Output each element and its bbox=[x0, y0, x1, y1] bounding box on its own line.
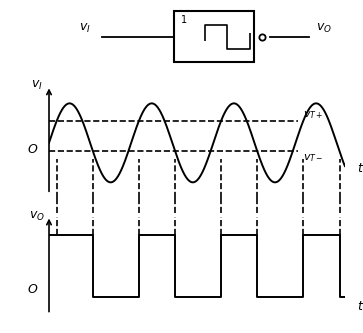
Text: $O$: $O$ bbox=[27, 144, 38, 157]
Text: $v_{T-}$: $v_{T-}$ bbox=[303, 152, 324, 164]
Text: $v_I$: $v_I$ bbox=[31, 79, 43, 92]
Text: $t$: $t$ bbox=[357, 162, 363, 175]
Text: $v_I$: $v_I$ bbox=[79, 22, 91, 35]
Text: $v_O$: $v_O$ bbox=[29, 210, 45, 223]
Text: $v_O$: $v_O$ bbox=[316, 22, 332, 35]
Bar bbox=[174, 11, 254, 62]
Text: 1: 1 bbox=[181, 15, 187, 25]
Text: $v_{T+}$: $v_{T+}$ bbox=[303, 109, 324, 121]
Text: $t$: $t$ bbox=[357, 300, 363, 313]
Text: $O$: $O$ bbox=[27, 283, 38, 296]
